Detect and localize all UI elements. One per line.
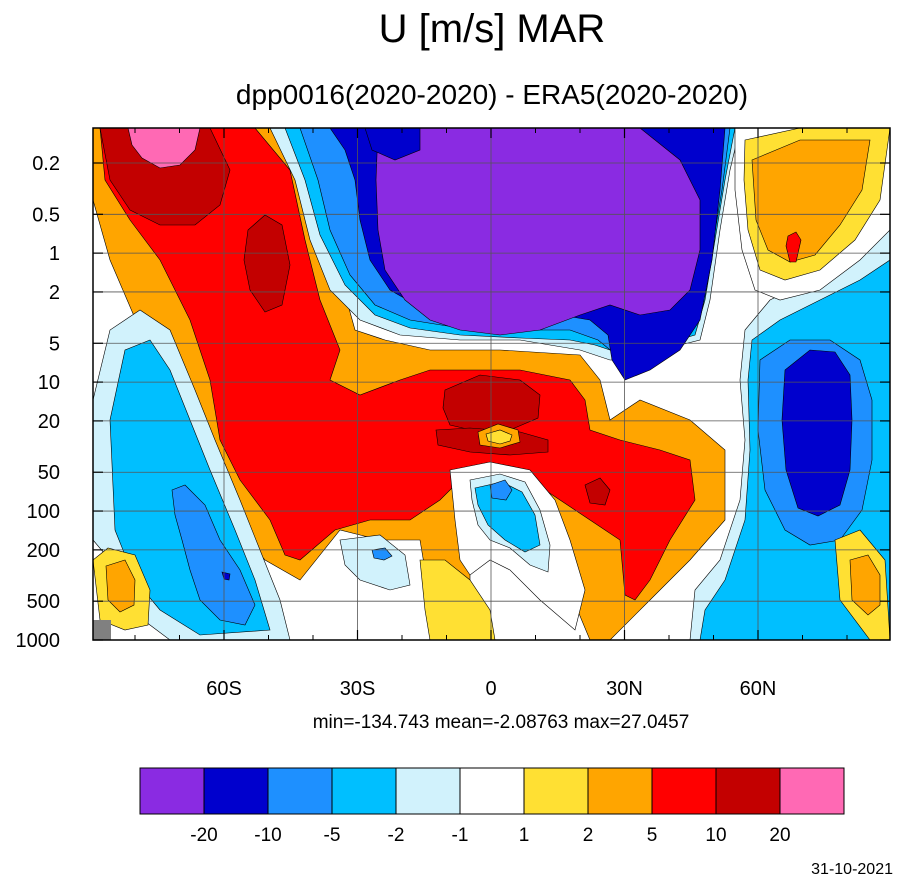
x-axis: 60S 30S 0 30N 60N <box>134 128 848 700</box>
colorbar-swatch <box>459 767 525 815</box>
contour-fill-darkred-tropical <box>442 374 541 433</box>
colorbar-label: 1 <box>519 825 530 846</box>
colorbar-swatch <box>203 767 269 815</box>
colorbar-swatch <box>331 767 397 815</box>
colorbar-swatch <box>779 767 845 815</box>
colorbar-swatch <box>715 767 781 815</box>
y-axis: 0.2 0.5 1 2 5 10 20 50 100 200 500 1000 <box>16 153 890 652</box>
contour-fill-blue-south <box>171 484 256 626</box>
contour-fill-darkred-mid <box>243 214 291 313</box>
x-tick-label: 60N <box>740 678 777 700</box>
chart-subtitle: dpp0016(2020-2020) - ERA5(2020-2020) <box>236 79 748 110</box>
contour-fill-orange-north-strat <box>751 139 871 263</box>
x-tick-label: 30S <box>340 678 376 700</box>
date-label: 31-10-2021 <box>811 861 893 878</box>
colorbar-label: 20 <box>769 825 790 846</box>
colorbar-swatch <box>523 767 589 815</box>
colorbar-swatch <box>139 767 205 815</box>
y-tick-label: 5 <box>49 333 60 355</box>
colorbar-label: -1 <box>452 825 469 846</box>
contour-fill-equator-ring-yellow <box>485 429 513 445</box>
x-tick-label: 60S <box>206 678 242 700</box>
contour-fill-orange-north-low <box>849 554 881 616</box>
colorbar-label: 2 <box>583 825 594 846</box>
contour-fill-darkblue-cap <box>364 128 421 161</box>
colorbar-swatch <box>587 767 653 815</box>
contour-fill-blue-lower <box>489 479 513 501</box>
x-tick-label: 30N <box>606 678 643 700</box>
y-tick-label: 100 <box>27 501 60 523</box>
colorbar-label: -2 <box>388 825 405 846</box>
y-tick-label: 50 <box>38 462 60 484</box>
colorbar-label: -20 <box>190 825 217 846</box>
contour-fill-blue-30s-low <box>371 547 393 561</box>
contour-fill-pink-max <box>127 128 201 169</box>
colorbar-label: -10 <box>254 825 281 846</box>
y-tick-label: 0.2 <box>32 153 60 175</box>
colorbar-swatch <box>395 767 461 815</box>
colorbar-swatch <box>267 767 333 815</box>
colorbar-label: -5 <box>324 825 341 846</box>
y-tick-label: 0.5 <box>32 204 60 226</box>
chart-title: U [m/s] MAR <box>379 7 606 51</box>
y-tick-label: 1 <box>49 243 60 265</box>
colorbar-swatch <box>651 767 717 815</box>
contour-fill-darkblue-north <box>781 349 853 517</box>
y-tick-label: 10 <box>38 372 60 394</box>
plot-area <box>93 128 890 640</box>
contour-fill-darkred-jet <box>99 128 231 226</box>
stats-label: min=-134.743 mean=-2.08763 max=27.0457 <box>313 712 690 733</box>
contour-fill-purple-trop <box>375 128 701 336</box>
colorbar-label: 5 <box>647 825 658 846</box>
contour-fill-yellow-mid-low <box>419 559 496 640</box>
gridlines <box>93 128 890 640</box>
missing-data-patch <box>93 620 111 640</box>
y-tick-label: 20 <box>38 411 60 433</box>
colorbar-label: 10 <box>705 825 726 846</box>
y-tick-label: 500 <box>27 591 60 613</box>
y-tick-label: 200 <box>27 540 60 562</box>
colorbar: -20 -10 -5 -2 -1 1 2 5 10 20 <box>139 767 845 846</box>
x-tick-label: 0 <box>485 678 496 700</box>
y-tick-label: 2 <box>49 282 60 304</box>
contour-fill-red-north-strat <box>785 231 802 263</box>
contour-fill-orange-southlow <box>105 559 136 613</box>
contour-fill-darkred-30n <box>584 477 611 506</box>
y-tick-label: 1000 <box>16 630 61 652</box>
